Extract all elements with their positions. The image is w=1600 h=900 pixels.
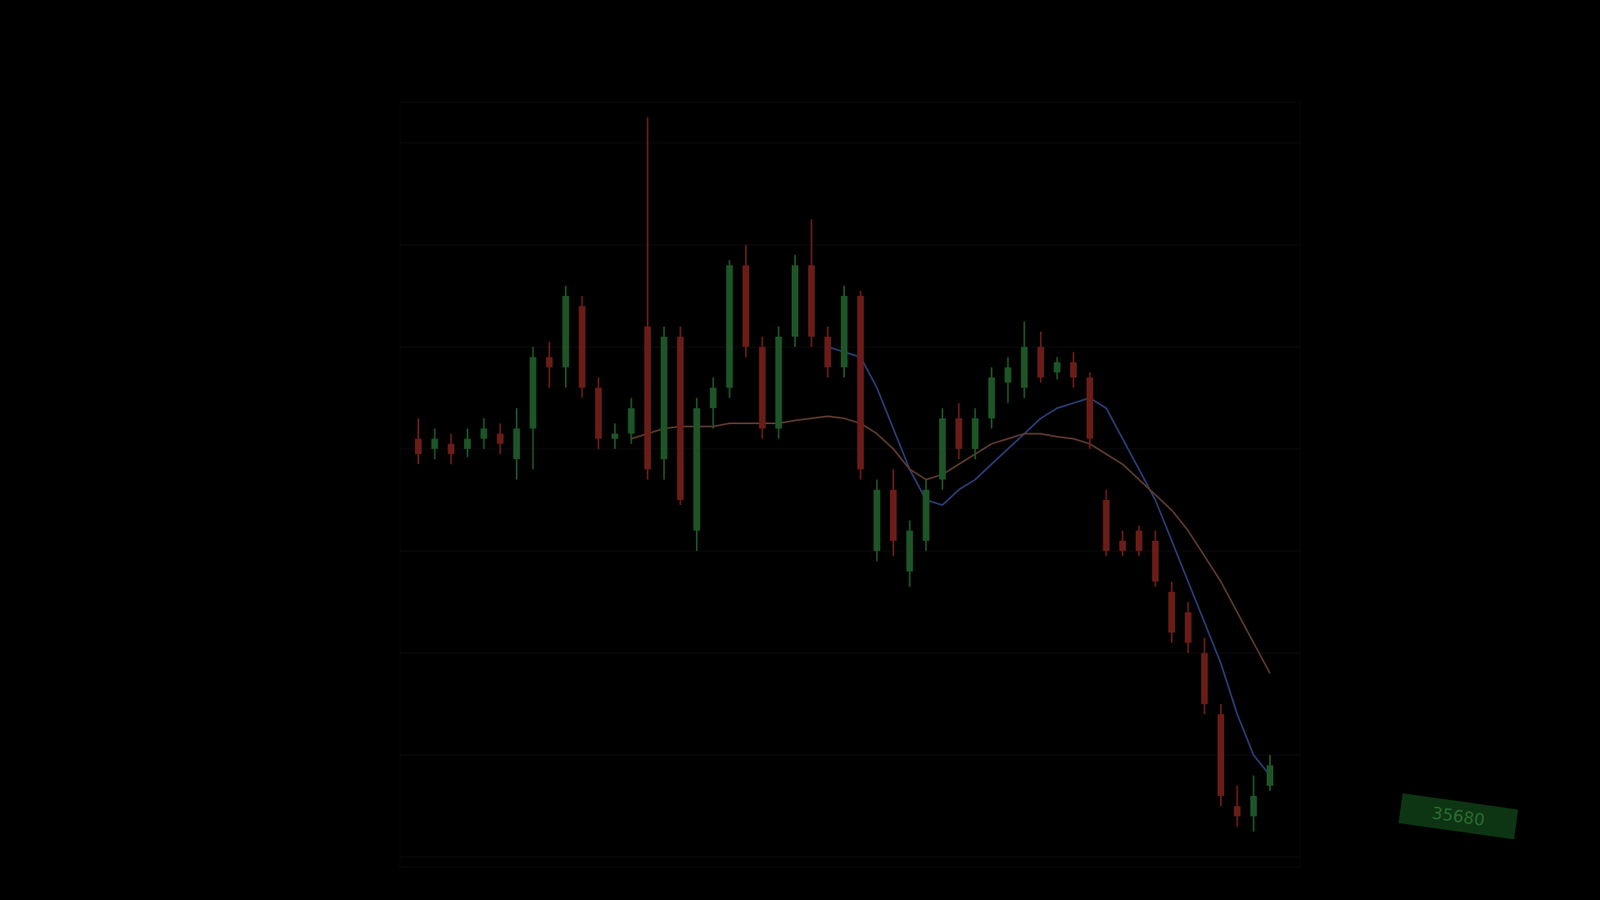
candle-body xyxy=(1037,346,1045,378)
candle-body xyxy=(1168,591,1175,633)
grid-line xyxy=(400,142,1300,144)
candle-body xyxy=(1086,377,1094,439)
candle-body xyxy=(496,433,504,444)
candle-body xyxy=(545,357,553,368)
candle-body xyxy=(579,305,586,388)
candle-body xyxy=(693,408,700,531)
candle-body xyxy=(1119,540,1126,551)
candle-body xyxy=(824,336,831,368)
plot-marks xyxy=(415,117,1274,832)
candle-body xyxy=(530,357,537,430)
background xyxy=(0,0,1600,900)
candle-body xyxy=(1217,714,1225,796)
candle-body xyxy=(710,387,717,408)
candle-body xyxy=(660,336,668,460)
candle-body xyxy=(513,428,520,460)
grid-line xyxy=(400,346,1300,348)
candle-body xyxy=(1250,795,1257,816)
candle-body xyxy=(1102,500,1110,551)
candle-body xyxy=(1005,367,1012,383)
candle-body xyxy=(1135,530,1143,551)
candle-body xyxy=(415,438,422,454)
price-tag-box xyxy=(1398,793,1519,840)
candle-body xyxy=(988,377,995,419)
candle-body xyxy=(1151,540,1159,582)
candle-body xyxy=(808,265,815,337)
candle-body xyxy=(1020,346,1028,388)
ma-line xyxy=(827,346,1270,775)
candle-body xyxy=(1266,765,1274,785)
candle-body xyxy=(447,444,455,455)
grid-line xyxy=(400,550,1300,552)
grid-line xyxy=(400,244,1300,245)
candle-body xyxy=(628,408,635,435)
candle-body xyxy=(857,295,865,470)
candle-body xyxy=(939,418,946,480)
candle-body xyxy=(1185,612,1192,644)
candle-body xyxy=(955,418,963,450)
candle-body xyxy=(840,295,848,368)
grid xyxy=(400,142,1300,857)
candle-body xyxy=(742,265,750,347)
candle-body xyxy=(759,346,766,429)
candle-body xyxy=(611,433,619,439)
price-tag: 35680 xyxy=(1398,793,1519,840)
candle-body xyxy=(725,265,733,388)
candle-body xyxy=(1070,362,1077,378)
candle-body xyxy=(1200,653,1208,705)
chart-root: 35680 xyxy=(0,0,1600,900)
candle-body xyxy=(791,265,799,337)
candle-body xyxy=(562,295,570,368)
grid-line xyxy=(400,755,1300,756)
plot-frame xyxy=(400,101,1300,867)
ma-line xyxy=(631,416,1271,674)
candle-body xyxy=(1054,362,1061,373)
candle-body xyxy=(644,326,651,470)
candle-body xyxy=(873,490,880,551)
candle-body xyxy=(971,418,979,450)
grid-line xyxy=(400,652,1300,654)
candle-body xyxy=(464,438,471,449)
candle-body xyxy=(1234,805,1241,816)
price-tag-text: 35680 xyxy=(1430,802,1486,830)
candle-body xyxy=(676,336,684,500)
chart: 35680 xyxy=(0,0,1600,900)
candle-body xyxy=(431,438,439,449)
candle-body xyxy=(906,530,914,572)
grid-line xyxy=(400,448,1300,450)
candle-body xyxy=(775,336,782,429)
grid-line xyxy=(400,856,1300,858)
candle-body xyxy=(890,490,897,541)
candle-body xyxy=(922,490,930,541)
candle-body xyxy=(595,387,602,439)
candle-body xyxy=(480,428,488,439)
